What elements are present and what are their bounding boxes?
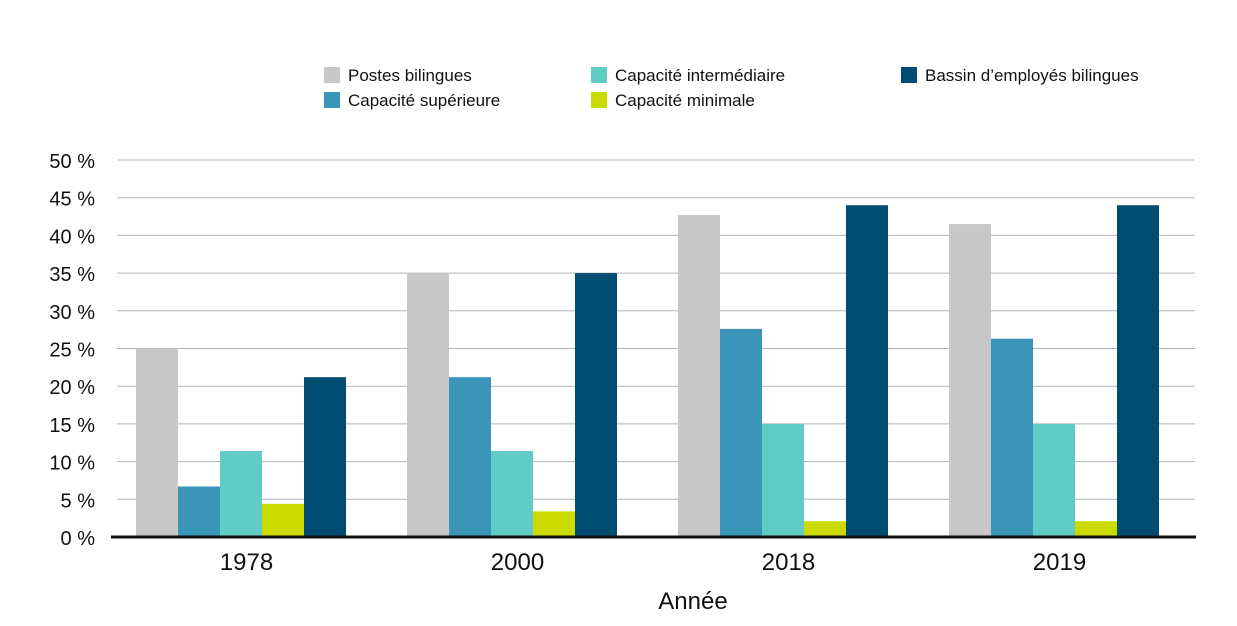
y-tick-label: 45 % [49,189,95,211]
bar [1033,423,1075,537]
bar [178,486,220,537]
y-tick-label: 5 % [61,490,96,512]
x-tick-label: 2018 [762,549,815,576]
legend-swatch [591,92,607,108]
y-tick-label: 50 % [49,151,95,173]
bar [720,328,762,537]
legend-item: Capacité minimale [591,91,755,110]
gridlines [117,159,1195,500]
legend-label: Postes bilingues [348,66,472,85]
x-axis-title: Année [658,588,727,615]
bar [449,377,491,537]
bar [846,205,888,538]
y-tick-label: 40 % [49,226,95,248]
bar [304,377,346,537]
bar [991,338,1033,537]
legend: Postes bilingues Capacité supérieure Capac… [324,66,1139,110]
bar [407,273,449,537]
x-tick-label: 2019 [1033,549,1086,576]
legend-swatch [591,67,607,83]
bar [533,511,575,537]
bar [575,273,617,537]
legend-item: Capacité supérieure [324,91,500,110]
x-tick-label: 2000 [491,549,544,576]
y-tick-label: 30 % [49,302,95,324]
legend-label: Capacité intermédiaire [615,66,785,85]
bar [136,348,178,537]
bar [262,503,304,537]
y-tick-label: 20 % [49,377,95,399]
bar [1117,205,1159,538]
legend-swatch [324,67,340,83]
y-axis-ticks: 0 % 5 % 10 % 15 % 20 % 25 % 30 % 35 % 40 % 45 % 50… [49,151,95,550]
bar [220,451,262,537]
legend-label: Bassin d’employés bilingues [925,66,1139,85]
bar [678,215,720,538]
legend-swatch [901,67,917,83]
legend-label: Capacité minimale [615,91,755,110]
y-tick-label: 15 % [49,415,95,437]
y-tick-label: 0 % [61,528,96,550]
legend-item: Bassin d’employés bilingues [901,66,1139,85]
bars [136,205,1159,538]
bar [949,224,991,537]
y-tick-label: 10 % [49,453,95,475]
x-tick-label: 1978 [220,549,273,576]
bar [491,451,533,537]
legend-item: Capacité intermédiaire [591,66,785,85]
bar [804,521,846,537]
legend-label: Capacité supérieure [348,91,500,110]
y-tick-label: 25 % [49,340,95,362]
y-tick-label: 35 % [49,264,95,286]
legend-swatch [324,92,340,108]
x-axis-labels: 1978 2000 2018 2019 [220,549,1086,576]
bar [762,423,804,537]
legend-item: Postes bilingues [324,66,472,85]
bar [1075,521,1117,537]
